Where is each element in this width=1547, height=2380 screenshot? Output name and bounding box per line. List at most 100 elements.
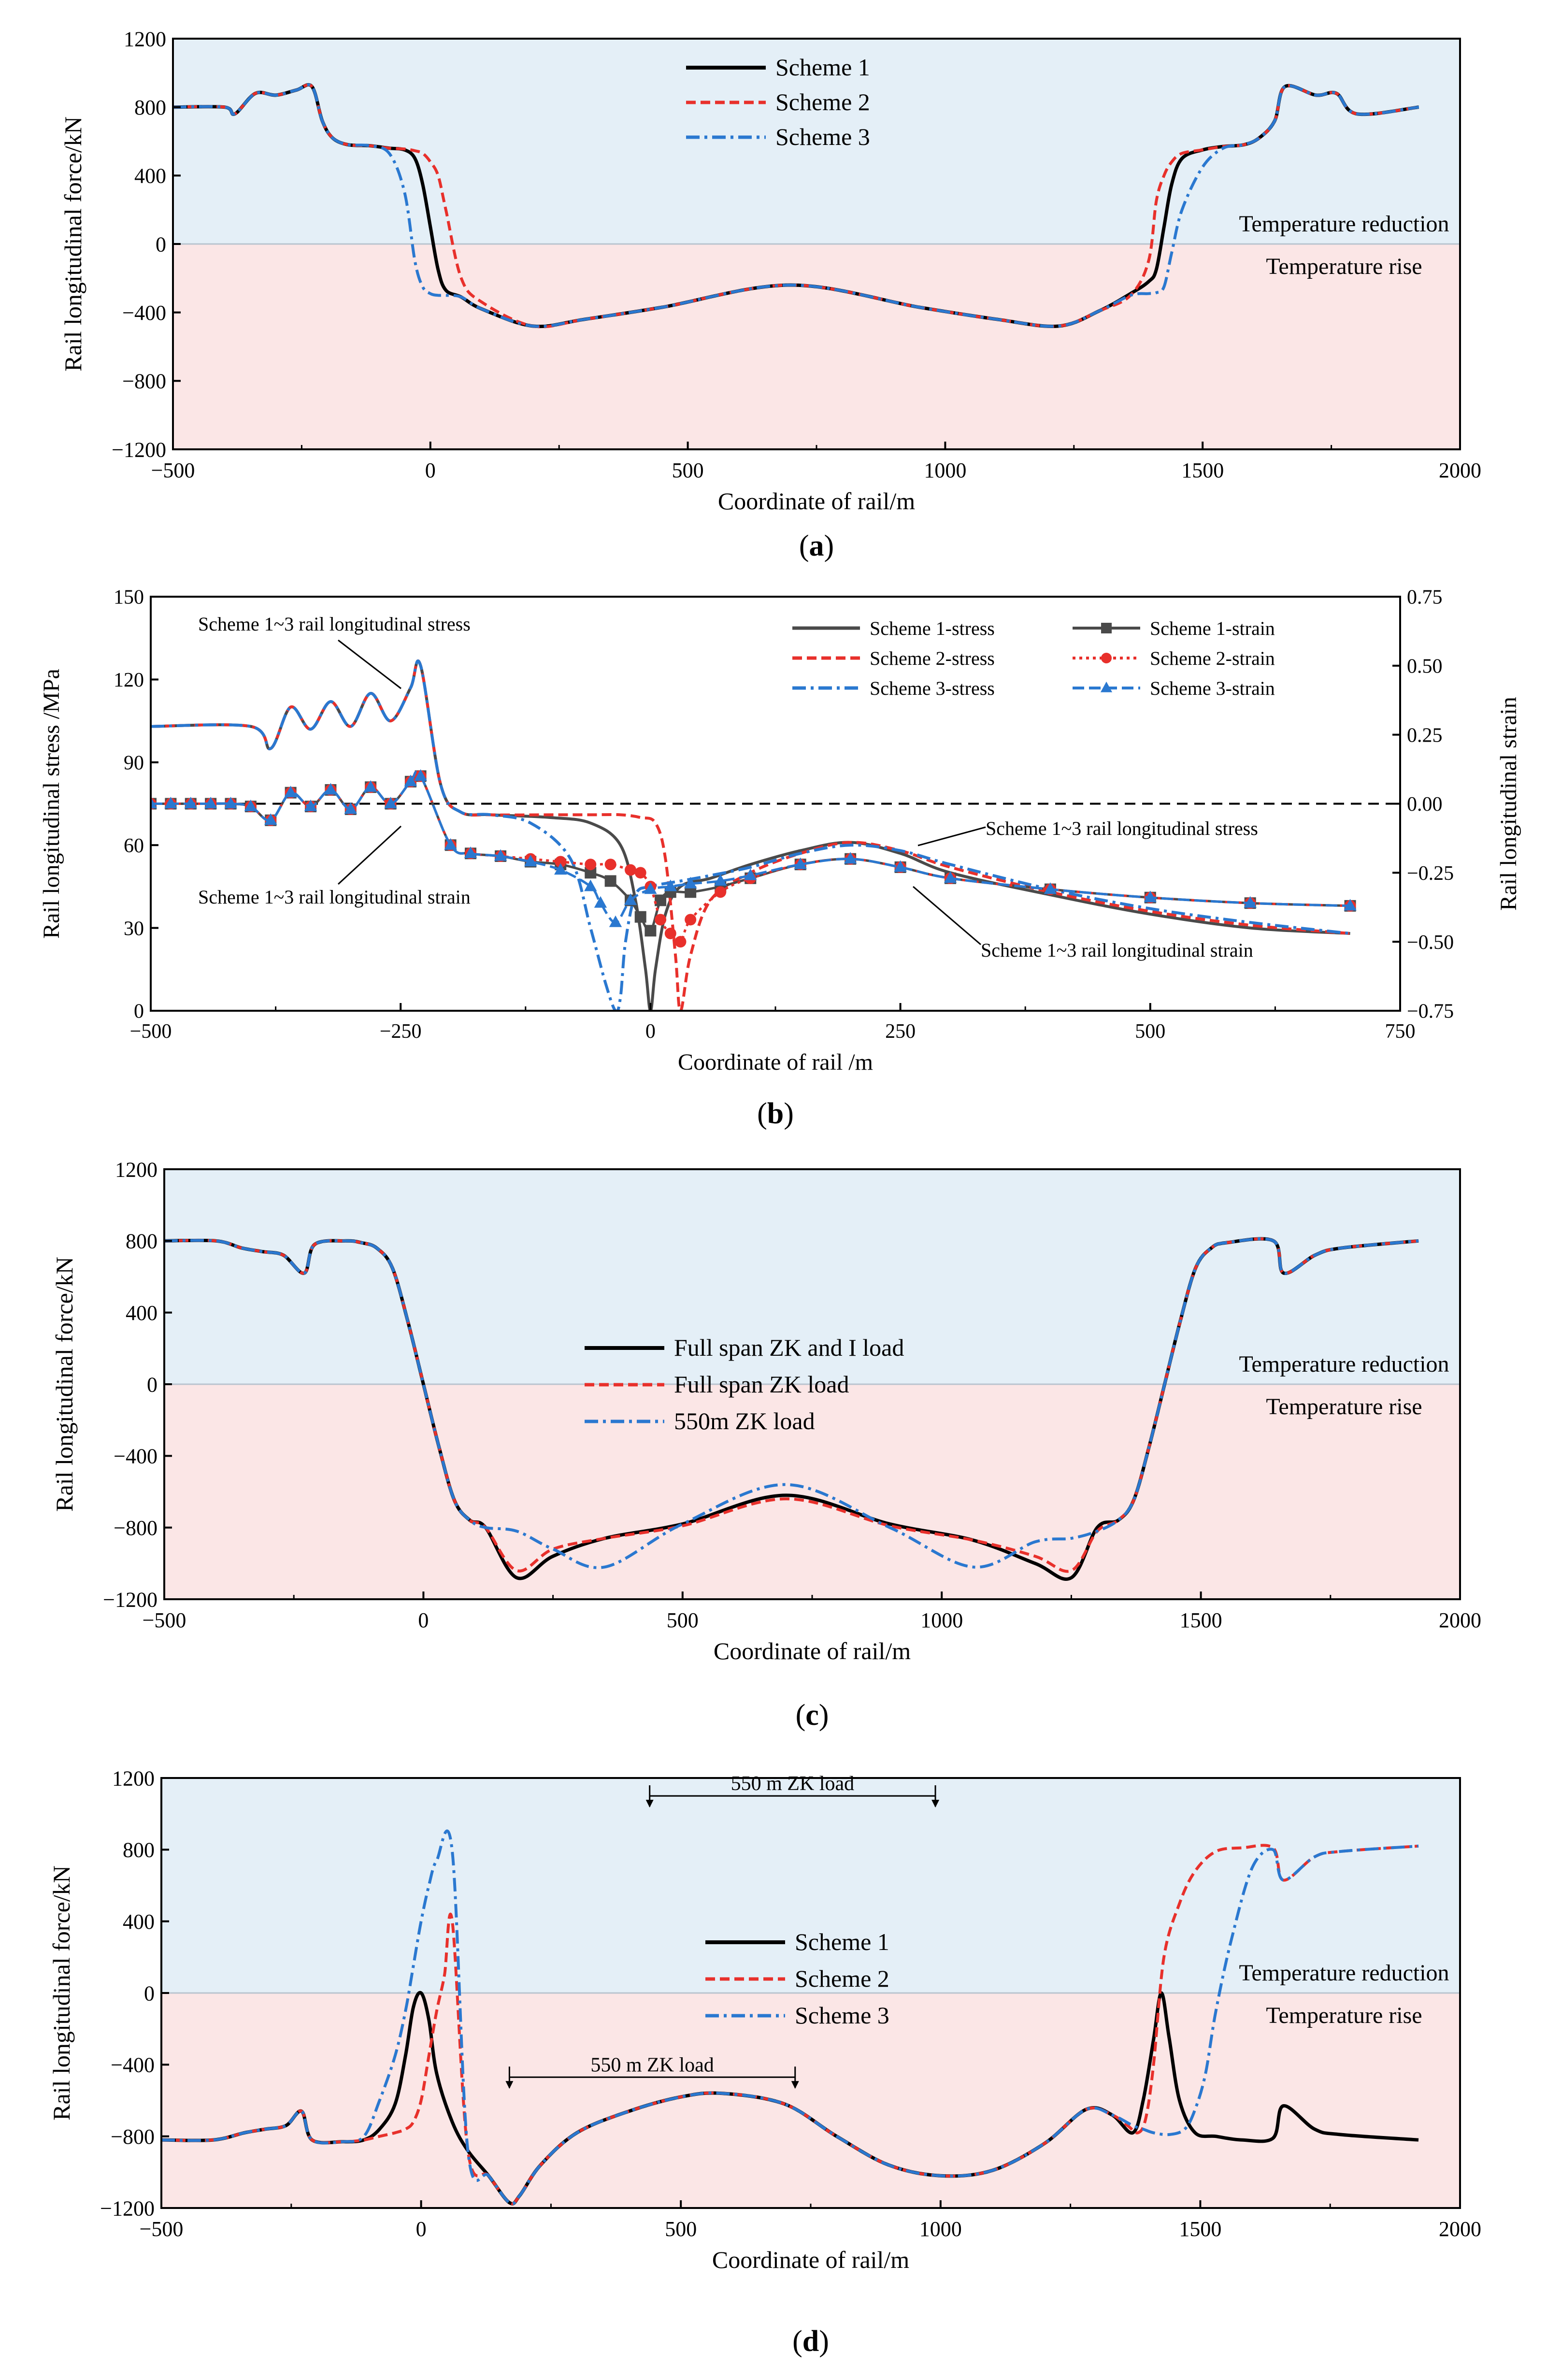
legend-label: Scheme 3-stress [870, 677, 995, 699]
temperature-reduction-band [161, 1778, 1460, 1993]
y-tick-label: 400 [134, 164, 166, 188]
x-tick-label: 1000 [924, 459, 966, 482]
data-point [655, 894, 667, 906]
x-tick-label: 1500 [1180, 1608, 1222, 1632]
data-point [604, 859, 616, 871]
y2-axis-label: Rail longitudinal strain [1496, 697, 1521, 911]
x-tick-label: 500 [667, 1608, 699, 1632]
data-point [714, 874, 727, 886]
y-axis-label: Rail longitudinal force/kN [51, 1257, 78, 1512]
data-point [1344, 899, 1357, 911]
temperature-reduction-band [173, 39, 1460, 244]
data-point [404, 774, 417, 787]
band-label-temperature-rise: Temperature rise [1266, 1394, 1422, 1419]
data-point [184, 797, 197, 809]
temperature-reduction-band [164, 1169, 1460, 1384]
data-point [554, 863, 567, 875]
y-tick-label: −400 [122, 301, 166, 325]
x-tick-label: 0 [425, 459, 436, 482]
data-point [634, 911, 646, 923]
x-tick-label: −500 [143, 1608, 186, 1632]
band-label-temperature-rise: Temperature rise [1266, 254, 1422, 279]
x-tick-label: −500 [140, 2217, 184, 2241]
load-arrow [931, 1800, 940, 1808]
data-point [655, 914, 667, 926]
y-tick-label: 1200 [112, 1766, 155, 1790]
data-point [715, 886, 727, 898]
annotation-leader [337, 825, 402, 885]
temperature-rise-band [164, 1384, 1460, 1599]
y-axis-label: Rail longitudinal stress /MPa [39, 669, 64, 939]
load-arrow [645, 1800, 654, 1808]
data-point [844, 852, 857, 864]
legend-label: Scheme 2 [775, 88, 870, 115]
y-tick-label: 30 [124, 918, 144, 940]
data-point [634, 867, 646, 879]
series-line-scheme-2-strain [151, 771, 1350, 944]
data-point [794, 857, 807, 869]
data-point [674, 936, 687, 948]
y-tick-label: 1200 [124, 27, 166, 51]
series-line-scheme-3-stress [151, 660, 1350, 1011]
data-point [584, 879, 597, 891]
series-line-scheme-2 [161, 1844, 1419, 2206]
x-axis-label: Coordinate of rail /m [678, 1049, 873, 1075]
legend-label: Scheme 3 [775, 123, 870, 150]
legend-label: Full span ZK and I load [674, 1334, 904, 1361]
data-point [594, 896, 607, 908]
data-point [304, 799, 317, 811]
y-tick-label: 400 [126, 1301, 158, 1325]
legend-label: 550m ZK load [674, 1407, 815, 1434]
legend-label: Scheme 3-strain [1150, 677, 1275, 699]
panel-caption: (c) [796, 1699, 829, 1732]
series-line-scheme-3 [173, 83, 1419, 328]
x-axis-label: Coordinate of rail/m [718, 487, 915, 515]
series-line-scheme-3 [161, 1829, 1419, 2206]
legend-label: Scheme 2-stress [870, 647, 995, 669]
y-tick-label: 800 [126, 1230, 158, 1253]
data-point [625, 864, 637, 876]
series-group [161, 1829, 1419, 2206]
annotation-label: Scheme 1~3 rail longitudinal strain [198, 886, 471, 908]
x-axis-label: Coordinate of rail/m [714, 1637, 911, 1664]
y2-tick-label: −0.75 [1407, 1001, 1454, 1023]
data-point [684, 876, 697, 889]
annotation-label: Scheme 1~3 rail longitudinal stress [198, 613, 471, 635]
y-tick-label: 0 [147, 1373, 158, 1396]
y-tick-label: −400 [114, 1445, 158, 1468]
data-point [324, 783, 337, 795]
band-label-temperature-rise: Temperature rise [1266, 2003, 1422, 2028]
y2-tick-label: −0.50 [1407, 932, 1454, 954]
y-tick-label: −800 [114, 1516, 158, 1540]
x-tick-label: 500 [665, 2217, 697, 2241]
legend-label: Scheme 3 [795, 2002, 889, 2029]
y-tick-label: −1200 [103, 1588, 158, 1611]
chart-panel-c: −500 0 500 1000 1500 2000 −1200 −800 −400 0 400 800… [51, 1158, 1481, 1732]
data-point [645, 925, 657, 937]
data-point [894, 860, 907, 872]
legend-label: Scheme 1 [795, 1928, 889, 1955]
chart-panel-b: −500 −250 0 250 500 750 0 30 60 90 120 150 −0.75 −0.5… [39, 587, 1521, 1130]
data-point [204, 797, 217, 809]
data-point [1101, 653, 1112, 663]
x-tick-label: 750 [1385, 1020, 1416, 1043]
x-axis-label: Coordinate of rail/m [712, 2246, 909, 2273]
data-point [344, 802, 357, 814]
x-tick-label: 0 [416, 2217, 427, 2241]
data-point [284, 786, 297, 798]
x-tick-label: −500 [151, 459, 195, 482]
x-tick-label: 250 [885, 1020, 916, 1043]
annotation-label: Scheme 1~3 rail longitudinal strain [981, 939, 1253, 961]
y-tick-label: 400 [123, 1910, 155, 1934]
series-group [164, 1237, 1419, 1581]
panel-caption: (b) [757, 1097, 794, 1130]
data-point [414, 769, 427, 781]
data-point [609, 915, 622, 927]
x-tick-label: 2000 [1439, 1608, 1481, 1632]
y2-tick-label: 0.00 [1407, 793, 1443, 816]
chart-panel-d: −500 0 500 1000 1500 2000 −1200 −800 −400 0 400 800… [48, 1766, 1481, 2358]
y-tick-label: 0 [134, 1001, 144, 1023]
x-tick-label: 1500 [1181, 459, 1224, 482]
data-point [624, 893, 637, 905]
